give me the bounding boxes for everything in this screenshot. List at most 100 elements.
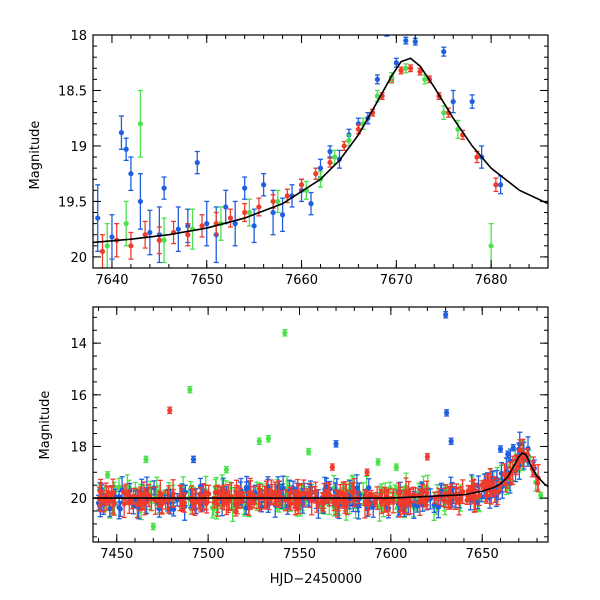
bottom-red-point	[273, 498, 280, 504]
top-blue-point	[232, 221, 238, 227]
top-y-tick-label: 18	[70, 29, 87, 44]
top-blue-point	[469, 98, 475, 105]
top-blue-point	[204, 221, 210, 227]
top-red-point	[227, 215, 234, 221]
top-x-tick-label: 7650	[190, 273, 223, 288]
bottom-y-tick-label: 20	[70, 492, 87, 507]
bottom-red-point	[465, 488, 471, 494]
top-blue-point	[118, 130, 125, 136]
bottom-red-point	[101, 498, 107, 504]
top-x-tick-label: 7660	[285, 273, 318, 288]
bottom-blue-outlier	[443, 410, 450, 416]
bottom-red-point	[325, 489, 331, 495]
bottom-red-point	[105, 490, 112, 496]
bottom-blue-point	[414, 503, 420, 509]
bottom-blue-point	[116, 504, 122, 510]
bottom-red-point	[146, 492, 152, 499]
top-green-point	[374, 93, 380, 99]
bottom-red-point	[386, 499, 392, 505]
bottom-green-outlier	[393, 464, 399, 470]
bottom-model-curve	[93, 451, 548, 499]
top-red-point	[199, 223, 205, 229]
top-blue-point	[270, 209, 276, 216]
top-blue-point	[123, 146, 129, 152]
bottom-red-point	[368, 491, 374, 498]
bottom-red-point	[221, 492, 227, 498]
bottom-blue-outlier	[448, 438, 454, 444]
bottom-x-tick-label: 7650	[466, 547, 499, 562]
bottom-red-point	[250, 492, 257, 499]
bottom-green-point	[116, 484, 122, 490]
bottom-blue-point	[290, 485, 296, 491]
top-green-point	[123, 221, 129, 227]
bottom-red-point	[366, 501, 372, 507]
top-blue-point	[441, 49, 447, 55]
bottom-red-point	[501, 471, 508, 477]
bottom-red-point	[215, 501, 221, 507]
top-red-point	[407, 65, 414, 71]
bottom-green-outlier	[187, 387, 193, 393]
bottom-plot-area	[93, 310, 548, 531]
bottom-red-point	[152, 498, 159, 504]
bottom-red-point	[422, 498, 428, 505]
top-red-point	[156, 237, 162, 243]
bottom-red-point	[424, 490, 430, 496]
bottom-green-outlier	[265, 436, 272, 442]
bottom-red-point	[110, 490, 116, 496]
top-red-point	[142, 232, 148, 238]
top-blue-point	[317, 165, 324, 171]
bottom-green-outlier	[143, 456, 149, 462]
bottom-red-point	[134, 501, 140, 508]
bottom-red-point	[343, 493, 349, 499]
bottom-red-point	[467, 494, 473, 501]
bottom-green-outlier	[223, 467, 229, 473]
bottom-red-point	[378, 499, 384, 505]
top-plot-area	[93, 35, 548, 268]
bottom-red-outlier	[364, 469, 370, 475]
bottom-red-point	[204, 499, 210, 505]
top-blue-point	[109, 234, 115, 240]
bottom-red-point	[417, 499, 423, 506]
bottom-y-axis-label: Magnitude	[38, 391, 53, 460]
top-blue-point	[412, 39, 418, 45]
top-red-point	[185, 232, 191, 238]
top-blue-point	[374, 76, 380, 82]
bottom-blue-outlier	[333, 441, 339, 447]
bottom-blue-outlier	[497, 446, 504, 452]
top-red-point	[99, 248, 106, 254]
bottom-red-point	[238, 498, 244, 504]
bottom-red-point	[482, 482, 488, 488]
top-green-point	[441, 110, 447, 116]
bottom-y-tick-label: 14	[70, 337, 87, 352]
top-frame	[92, 34, 549, 269]
bottom-red-point	[476, 492, 482, 499]
bottom-x-tick-label: 7450	[100, 547, 133, 562]
bottom-blue-point	[243, 505, 249, 511]
top-blue-point	[95, 215, 101, 221]
bottom-red-outlier	[167, 407, 173, 413]
top-y-tick-label: 19	[70, 140, 87, 155]
top-y-tick-label: 20	[70, 251, 87, 266]
top-blue-point	[393, 60, 399, 66]
top-y-axis-label: Magnitude	[28, 121, 43, 190]
bottom-red-point	[181, 499, 188, 506]
top-x-tick-label: 7670	[380, 273, 413, 288]
top-x-tick-label: 7680	[475, 273, 508, 288]
bottom-red-point	[362, 501, 368, 507]
bottom-red-point	[337, 489, 343, 495]
bottom-blue-point	[366, 485, 372, 491]
top-blue-point	[279, 212, 286, 218]
top-green-point	[246, 209, 253, 216]
top-blue-point	[450, 98, 456, 105]
bottom-green-outlier	[150, 523, 156, 530]
bottom-blue-outlier	[510, 445, 516, 451]
bottom-green-outlier	[105, 472, 111, 478]
bottom-blue-outlier	[190, 456, 197, 462]
top-green-point	[161, 237, 167, 243]
bottom-red-point	[233, 490, 240, 496]
bottom-x-tick-label: 7550	[283, 547, 316, 562]
bottom-red-point	[269, 492, 275, 498]
bottom-red-point	[334, 501, 341, 507]
top-green-point	[403, 65, 409, 71]
